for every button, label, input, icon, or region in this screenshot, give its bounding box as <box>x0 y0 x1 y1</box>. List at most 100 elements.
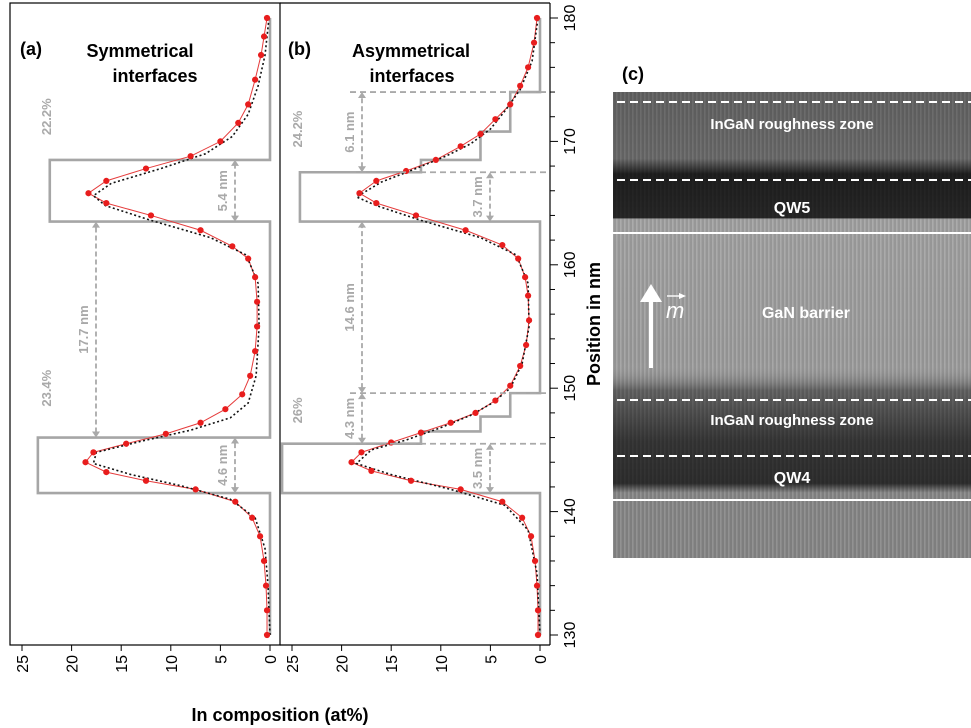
panel-b-measured-point <box>499 498 506 505</box>
panel-a-qw5-dimension-arrowhead <box>231 159 239 166</box>
panel-a-x-tick-label: 0 <box>263 655 280 664</box>
panel-b-measured-point <box>515 255 522 262</box>
panel-a-measured-point <box>217 138 224 145</box>
panel-a-label: (a) <box>20 39 42 59</box>
panel-a-measured-point <box>263 631 271 639</box>
panel-b-qw4-dimension-arrowhead <box>486 487 494 494</box>
panel-a-measured-point <box>85 190 92 197</box>
panel-a-measured-point <box>197 419 204 426</box>
m-vector-overbar <box>667 293 686 299</box>
panel-b-roughness-lower-dimension-arrowhead <box>358 437 366 444</box>
panel-a-barrier-dimension-arrowhead <box>92 221 100 228</box>
panel-a-measured-point <box>103 200 110 207</box>
panel-b-x-tick-label: 20 <box>335 655 352 673</box>
panel-b-measured-point <box>373 177 380 184</box>
panel-a-qw5-dimension-label: 5.4 nm <box>215 170 230 211</box>
tem-image: InGaN roughness zone QW5 GaN barrier InG… <box>613 92 971 558</box>
panel-a-measured-point <box>252 274 259 281</box>
y-axis-label: Position in nm <box>584 262 604 386</box>
panel-b-measured-point <box>517 82 524 89</box>
panel-b-measured-point <box>492 116 499 123</box>
panel-b-x-tick-label: 5 <box>483 655 500 664</box>
panel-b-measured-point <box>499 241 506 249</box>
panel-b-barrier-dimension-arrowhead <box>358 387 366 394</box>
panel-a-measured-point <box>252 348 259 355</box>
panel-a-title-line-2: interfaces <box>112 66 197 86</box>
panel-a-measured-point <box>232 498 239 505</box>
panel-a-measured-point <box>263 607 271 614</box>
panel-b-title-line-1: Asymmetrical <box>352 41 470 61</box>
panel-b-measured-point <box>527 533 535 540</box>
panel-a-barrier-dimension-arrowhead <box>92 431 100 438</box>
panel-b-qw4-dimension-label: 3.5 nm <box>470 448 485 489</box>
panel-a-measured-point <box>103 469 110 476</box>
panel-b-title-line-2: interfaces <box>369 66 454 86</box>
panel-a-measured-point <box>257 51 265 59</box>
panel-b-measured-point <box>530 39 538 46</box>
panel-a-measured-point <box>187 153 194 160</box>
panel-a-measured-point <box>256 533 264 540</box>
panel-a-measured-point <box>249 514 256 521</box>
panel-a-fit-profile <box>92 17 271 636</box>
panel-a-measured-point <box>147 212 155 219</box>
y-tick-label: 130 <box>562 622 579 649</box>
panel-a-measured-point <box>260 557 268 565</box>
panel-a-qw4-dimension-label: 4.6 nm <box>215 445 230 486</box>
panel-b-measured-point <box>507 382 514 389</box>
panel-b-measured-point <box>407 477 415 484</box>
y-tick-label: 170 <box>562 128 579 155</box>
panel-a-measured-point <box>103 177 110 184</box>
panel-a-model-profile <box>36 18 272 635</box>
panel-a-peak-label-lower: 23.4% <box>39 369 54 406</box>
tem-label-qw4: QW4 <box>774 470 811 487</box>
panel-a-peak-label-upper: 22.2% <box>39 98 54 135</box>
tem-label-gan-barrier: GaN barrier <box>762 305 850 322</box>
axis-ticks: 25 20 15 10 5 0 25 20 15 10 5 0 130 140 150 160 170 180 <box>15 5 579 673</box>
tem-label-roughness-bottom: InGaN roughness zone <box>710 412 873 429</box>
panel-b-roughness-upper-dimension-arrowhead <box>358 166 366 173</box>
panel-a-measured-point <box>197 227 204 234</box>
panel-a-measured-point <box>245 255 252 262</box>
panel-a-measured-point <box>235 119 242 126</box>
panel-b-measured-point <box>524 292 532 299</box>
y-tick-label: 140 <box>562 498 579 525</box>
panel-a-annotations: 22.2% 23.4% 17.7 nm 5.4 nm 4.6 nm <box>39 98 239 494</box>
panel-b-qw5-dimension-arrowhead <box>486 172 494 179</box>
panel-b-model-profile <box>280 18 542 635</box>
x-axis-label: In composition (at%) <box>192 705 369 725</box>
y-tick-label: 180 <box>562 5 579 32</box>
panel-a-frame <box>9 2 281 646</box>
m-vector-label: m <box>666 298 684 323</box>
panel-a-measured-point <box>142 165 150 172</box>
panel-a-measured-point <box>263 14 271 22</box>
panel-b-measured-point <box>402 167 410 175</box>
panel-a-qw4-dimension-arrowhead <box>231 487 239 494</box>
panel-a-measured-point <box>247 372 254 379</box>
panel-a-measured-point <box>123 440 130 447</box>
panel-a-measured-point <box>192 486 199 493</box>
panel-b-measured-point <box>356 190 363 197</box>
panel-b-qw5-dimension-arrowhead <box>486 215 494 222</box>
panel-a-qw5-dimension-arrowhead <box>231 215 239 222</box>
panel-b-annotations: 24.2% 26% 6.1 nm 3.7 nm 14.6 nm 4.3 nm 3.5 nm <box>290 91 548 494</box>
panel-b-measured-point <box>447 419 454 426</box>
panel-a-measured-point <box>229 243 236 250</box>
panel-b-measured-point <box>492 397 499 404</box>
panel-b-qw5-dimension-label: 3.7 nm <box>470 176 485 217</box>
panel-b-measured-point <box>432 156 439 164</box>
panel-a-title-line-1: Symmetrical <box>86 41 193 61</box>
panel-a-measured-point <box>254 298 261 305</box>
panel-a-measured-point <box>90 449 97 456</box>
panel-a-x-tick-label: 5 <box>213 655 230 664</box>
panel-a-barrier-dimension-label: 17.7 nm <box>76 305 91 353</box>
panel-b-measured-point <box>412 212 420 219</box>
panel-b-measured-point <box>531 557 539 565</box>
panel-b-measured-point <box>523 341 530 349</box>
tem-label-roughness-top: InGaN roughness zone <box>710 116 873 133</box>
panel-b-measured-point <box>533 14 541 22</box>
panel-a-measured-point <box>82 459 89 466</box>
panel-b-peak-label-upper: 24.2% <box>290 110 305 147</box>
panel-a-measured-line <box>84 17 268 635</box>
y-tick-label: 160 <box>562 251 579 278</box>
panel-b-measured-point <box>534 607 542 614</box>
